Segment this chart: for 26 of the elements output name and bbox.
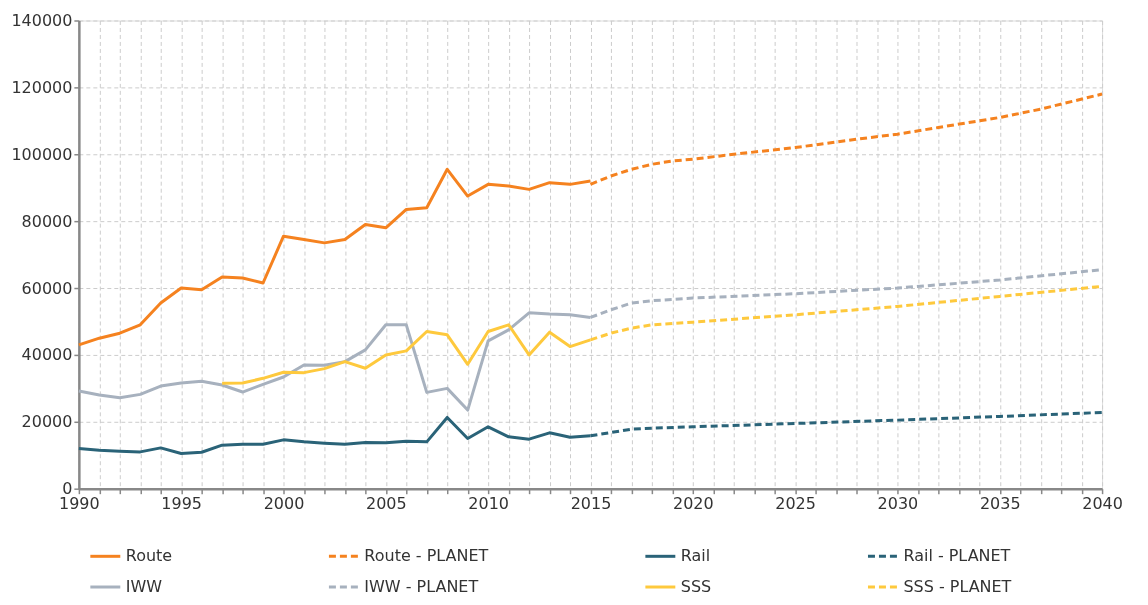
legend-label: SSS <box>680 577 712 596</box>
x-tick-label: 2005 <box>366 494 407 514</box>
x-tick-label: 1995 <box>161 494 202 514</box>
x-tick-label: 2010 <box>468 494 509 514</box>
y-tick-label: 20000 <box>21 412 73 432</box>
legend-label: Rail <box>680 546 711 566</box>
legend-label: Route <box>125 546 173 566</box>
legend-label: IWW - PLANET <box>364 577 479 596</box>
y-tick-label: 120000 <box>11 77 73 97</box>
x-tick-label: 2020 <box>672 494 714 514</box>
legend-label: Route - PLANET <box>364 546 489 566</box>
x-tick-label: 2040 <box>1082 494 1123 514</box>
legend-label: IWW <box>125 577 163 596</box>
x-tick-label: 2000 <box>263 494 305 514</box>
y-tick-label: 60000 <box>21 278 73 298</box>
legend-label: SSS - PLANET <box>903 577 1012 596</box>
x-tick-label: 2025 <box>775 494 816 514</box>
legend-label: Rail - PLANET <box>903 546 1011 566</box>
y-tick-label: 40000 <box>21 345 73 365</box>
y-tick-label: 80000 <box>21 211 73 231</box>
y-tick-label: 100000 <box>11 144 73 164</box>
x-tick-label: 2030 <box>877 494 919 514</box>
x-tick-label: 1990 <box>59 494 100 514</box>
x-tick-label: 2035 <box>979 494 1021 514</box>
x-tick-label: 2015 <box>570 494 612 514</box>
y-tick-label: 140000 <box>11 10 73 30</box>
